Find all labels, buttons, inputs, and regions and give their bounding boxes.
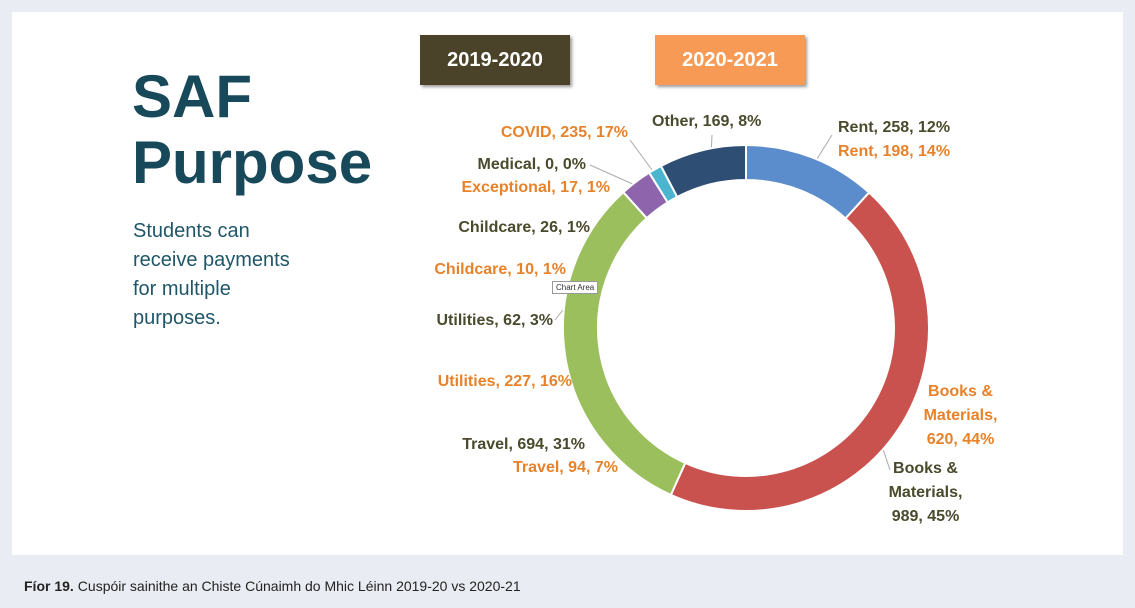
slide-text: receive payments [133, 249, 290, 271]
data-label: COVID, 235, 17% [500, 124, 628, 141]
data-label: Books & Materials, 620, 44% [923, 383, 998, 448]
data-label: Travel, 694, 31% [462, 436, 585, 453]
legend-entry: 2020-2021 [655, 35, 805, 85]
data-label: Childcare, 26, 1% [458, 219, 590, 236]
slide-title: Purpose [132, 129, 373, 196]
data-label: Rent, 258, 12% [838, 119, 951, 136]
legend-entry: 2019-2020 [420, 35, 570, 85]
slide-text: purposes. [133, 307, 221, 329]
data-label: Childcare, 10, 1% [434, 261, 566, 278]
data-label: Utilities, 62, 3% [436, 312, 554, 329]
caption: Fíor 19. Cuspóir sainithe an Chiste Cúnai… [24, 578, 521, 594]
caption-text: Cuspóir sainithe an Chiste Cúnaimh do Mh… [77, 578, 521, 594]
data-label: Travel, 94, 7% [513, 459, 618, 476]
data-label: Exceptional, 17, 1% [461, 179, 610, 196]
slide-text: for multiple [133, 278, 231, 300]
data-label: Other, 169, 8% [652, 113, 762, 130]
donut-slice [659, 143, 747, 199]
data-label: Utilities, 227, 16% [437, 373, 572, 390]
caption-label: Fíor 19. [24, 578, 74, 594]
tooltip: Chart Area [552, 281, 599, 294]
data-label: Medical, 0, 0% [477, 156, 587, 173]
data-label: Books & Materials, 989, 45% [888, 460, 963, 525]
slide-title: SAF [132, 63, 252, 130]
data-label: Rent, 198, 14% [838, 143, 951, 160]
slide-text: Students can [133, 220, 250, 242]
